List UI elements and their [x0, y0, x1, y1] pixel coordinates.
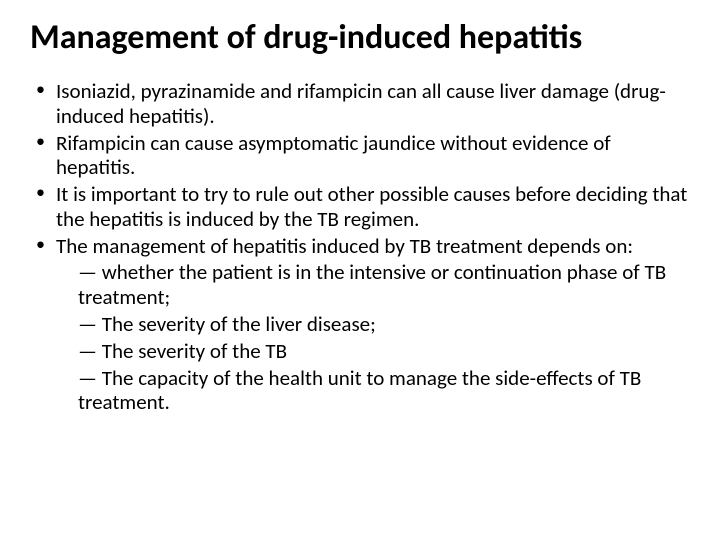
sub-list: — whether the patient is in the intensiv… — [56, 260, 690, 415]
slide-body: Isoniazid, pyrazinamide and rifampicin c… — [30, 79, 690, 415]
list-item: Isoniazid, pyrazinamide and rifampicin c… — [56, 79, 690, 129]
sub-bullet-text: — whether the patient is in the intensiv… — [78, 260, 690, 310]
bullet-text: Rifampicin can cause asymptomatic jaundi… — [56, 130, 611, 181]
bullet-text: It is important to try to rule out other… — [56, 181, 687, 232]
list-item: The management of hepatitis induced by T… — [56, 234, 690, 415]
sub-list-item: — The severity of the liver disease; — [78, 312, 690, 337]
sub-list-item: — whether the patient is in the intensiv… — [78, 260, 690, 310]
bullet-text: Isoniazid, pyrazinamide and rifampicin c… — [56, 78, 666, 129]
list-item: It is important to try to rule out other… — [56, 182, 690, 232]
sub-bullet-text: — The severity of the liver disease; — [78, 312, 376, 337]
slide-title: Management of drug-induced hepatitis — [30, 18, 690, 57]
slide-container: { "title": "Management of drug-induced h… — [0, 0, 720, 540]
bullet-text: The management of hepatitis induced by T… — [56, 233, 633, 259]
bullet-list: Isoniazid, pyrazinamide and rifampicin c… — [30, 79, 690, 415]
sub-bullet-text: — The capacity of the health unit to man… — [78, 366, 690, 416]
sub-bullet-text: — The severity of the TB — [78, 339, 287, 364]
list-item: Rifampicin can cause asymptomatic jaundi… — [56, 131, 690, 181]
sub-list-item: — The severity of the TB — [78, 339, 690, 364]
sub-list-item: — The capacity of the health unit to man… — [78, 366, 690, 416]
